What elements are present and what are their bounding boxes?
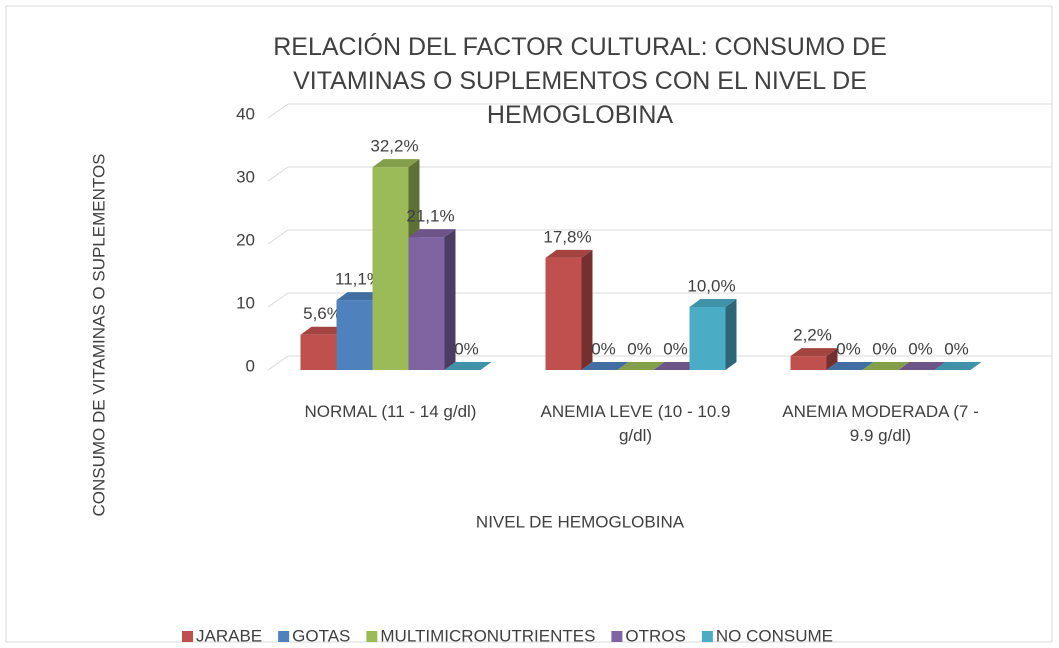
bar-top: [898, 362, 946, 370]
bar-side: [581, 249, 593, 370]
chart-border: [5, 5, 1053, 643]
y-tick-label: 0: [246, 356, 255, 375]
data-label: 0%: [908, 339, 933, 358]
data-label: 5,6%: [303, 304, 342, 323]
legend-swatch: [366, 631, 378, 642]
data-label: 0%: [591, 339, 616, 358]
bar: [790, 356, 827, 370]
data-label: 32,2%: [370, 137, 418, 156]
data-label: 10,0%: [687, 276, 735, 295]
legend-swatch: [278, 631, 290, 642]
bar-top: [862, 362, 910, 370]
grid-line-side: [267, 103, 289, 119]
bar-top: [300, 326, 348, 335]
legend-label: NO CONSUME: [716, 626, 833, 645]
bar-top: [934, 362, 982, 370]
bar-top: [545, 249, 593, 258]
x-axis-title: NIVEL DE HEMOGLOBINA: [476, 512, 685, 531]
data-label: 0%: [627, 339, 652, 358]
x-tick-label: ANEMIA MODERADA (7 - 9.9 g/dl): [782, 402, 979, 445]
grid-line-side: [267, 292, 289, 308]
bar-side: [444, 229, 456, 370]
bar: [545, 257, 582, 370]
y-tick-label: 20: [236, 230, 255, 249]
bar: [336, 300, 373, 370]
bar-top: [372, 159, 420, 168]
bar-top: [444, 362, 492, 370]
data-label: 0%: [454, 339, 479, 358]
legend-swatch: [182, 631, 193, 642]
y-tick-label: 10: [236, 293, 255, 312]
y-tick-label: 40: [236, 104, 255, 123]
data-label: 0%: [944, 339, 969, 358]
bar: [300, 334, 337, 370]
legend-label: OTROS: [625, 626, 685, 645]
legend-swatch: [611, 631, 623, 642]
legend-swatch: [701, 631, 713, 642]
data-label: 21,1%: [406, 207, 454, 226]
grid-line-side: [267, 166, 289, 182]
bar-top: [790, 348, 838, 357]
chart-title: RELACIÓN DEL FACTOR CULTURAL: CONSUMO DE…: [273, 33, 887, 129]
bar-top: [581, 362, 629, 370]
bar: [689, 307, 726, 370]
bar: [408, 237, 445, 370]
bar-top: [617, 362, 665, 370]
bar-top: [826, 362, 874, 370]
bar-side: [725, 299, 737, 370]
bar-top: [653, 362, 701, 370]
bar-top: [408, 229, 456, 238]
x-tick-label: ANEMIA LEVE (10 - 10.9 g/dl): [540, 402, 731, 445]
bar: [372, 167, 409, 370]
data-label: 2,2%: [793, 326, 832, 345]
bar-top: [336, 292, 384, 301]
legend-label: MULTIMICRONUTRIENTES: [380, 626, 595, 645]
data-label: 0%: [663, 339, 688, 358]
x-tick-label: NORMAL (11 - 14 g/dl): [304, 402, 477, 421]
grid-line-side: [267, 355, 289, 371]
data-label: 17,8%: [543, 227, 591, 246]
data-label: 0%: [836, 339, 861, 358]
grid-line-side: [267, 229, 289, 245]
legend-label: GOTAS: [292, 626, 350, 645]
data-label: 0%: [872, 339, 897, 358]
bar-top: [689, 299, 737, 307]
data-label: 11,1%: [335, 270, 382, 289]
y-axis-title: CONSUMO DE VITAMINAS O SUPLEMENTOS: [89, 153, 108, 516]
legend-label: JARABE: [196, 626, 262, 645]
y-tick-label: 30: [236, 167, 255, 186]
bar-side: [826, 348, 838, 370]
